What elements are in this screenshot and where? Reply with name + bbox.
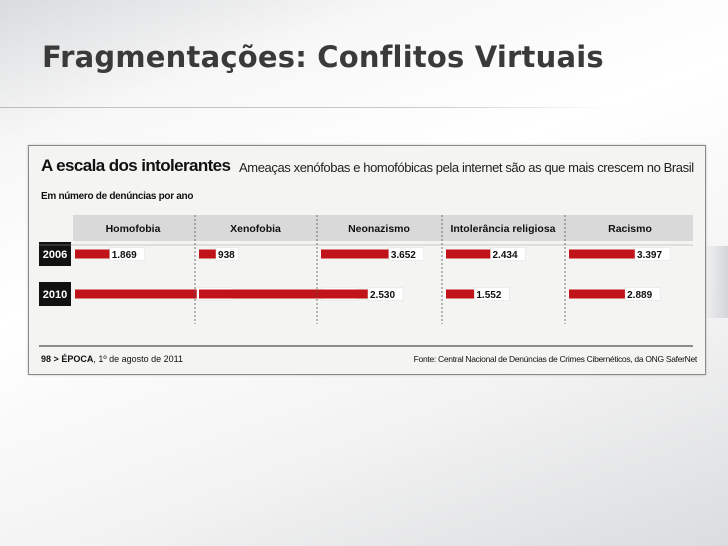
bar-neonazismo-2006: [321, 249, 389, 259]
page-number: 98: [41, 354, 52, 364]
value-box-neonazismo-2010: [367, 287, 404, 301]
year-label-2010: 2010: [43, 289, 67, 301]
decorative-side-band: [702, 246, 728, 318]
value-label-racismo-2006: 3.397: [637, 250, 662, 261]
value-label-neonazismo-2006: 3.652: [391, 250, 416, 261]
value-label-racismo-2010: 2.889: [627, 290, 652, 301]
value-label-homofobia-2006: 1.869: [112, 250, 137, 261]
category-header-racismo: Racismo: [608, 223, 652, 235]
value-box-intolerancia-religiosa-2006: [490, 247, 526, 261]
value-label-xenofobia-2006: 938: [218, 250, 235, 261]
value-box-xenofobia-2006: [215, 247, 239, 261]
bar-intolerancia-religiosa-2006: [446, 249, 491, 259]
slide-title: Fragmentações: Conflitos Virtuais: [42, 40, 604, 74]
bar-xenofobia-2010: [199, 289, 323, 299]
value-box-homofobia-2006: [109, 247, 145, 261]
value-label-neonazismo-2010: 2.530: [370, 290, 395, 301]
clipping-unit-label: Em número de denúncias por ano: [41, 191, 194, 202]
value-label-intolerancia-religiosa-2006: 2.434: [493, 250, 518, 261]
clipping-subtitle: Ameaças xenófobas e homofóbicas pela int…: [239, 160, 694, 175]
category-header-xenofobia: Xenofobia: [230, 223, 281, 235]
intolerance-bar-chart: 20062010Homofobia1.8696.568Xenofobia9386…: [39, 215, 693, 347]
year-label-2006: 2006: [43, 249, 67, 261]
category-header-neonazismo: Neonazismo: [348, 223, 410, 235]
year-badge-2006: [39, 242, 71, 266]
value-box-neonazismo-2006: [388, 247, 425, 261]
bar-racismo-2010: [569, 289, 626, 299]
bar-homofobia-2010: [75, 289, 197, 299]
value-box-racismo-2006: [634, 247, 671, 261]
year-badge-2010: [39, 282, 71, 306]
value-box-racismo-2010: [624, 287, 661, 301]
bar-neonazismo-2010: [321, 289, 368, 299]
bar-intolerancia-religiosa-2010: [446, 289, 475, 299]
bar-homofobia-2006: [75, 249, 110, 259]
clipping-title: A escala dos intolerantes: [41, 156, 231, 175]
magazine-name: ÉPOCA: [61, 354, 94, 364]
value-box-intolerancia-religiosa-2010: [474, 287, 510, 301]
category-header-homofobia: Homofobia: [106, 223, 161, 235]
magazine-clipping: A escala dos intolerantes Ameaças xenófo…: [28, 145, 706, 375]
publication-date: , 1º de agosto de 2011: [93, 354, 184, 364]
clipping-credit: 98 > ÉPOCA, 1º de agosto de 2011: [41, 354, 184, 364]
category-header-intolerancia-religiosa: Intolerância religiosa: [450, 223, 555, 235]
bar-xenofobia-2006: [199, 249, 217, 259]
value-label-intolerancia-religiosa-2010: 1.552: [476, 290, 501, 301]
title-divider: [0, 107, 612, 108]
clipping-source: Fonte: Central Nacional de Denúncias de …: [413, 354, 698, 364]
bar-racismo-2006: [569, 249, 635, 259]
header-band: [73, 215, 693, 241]
